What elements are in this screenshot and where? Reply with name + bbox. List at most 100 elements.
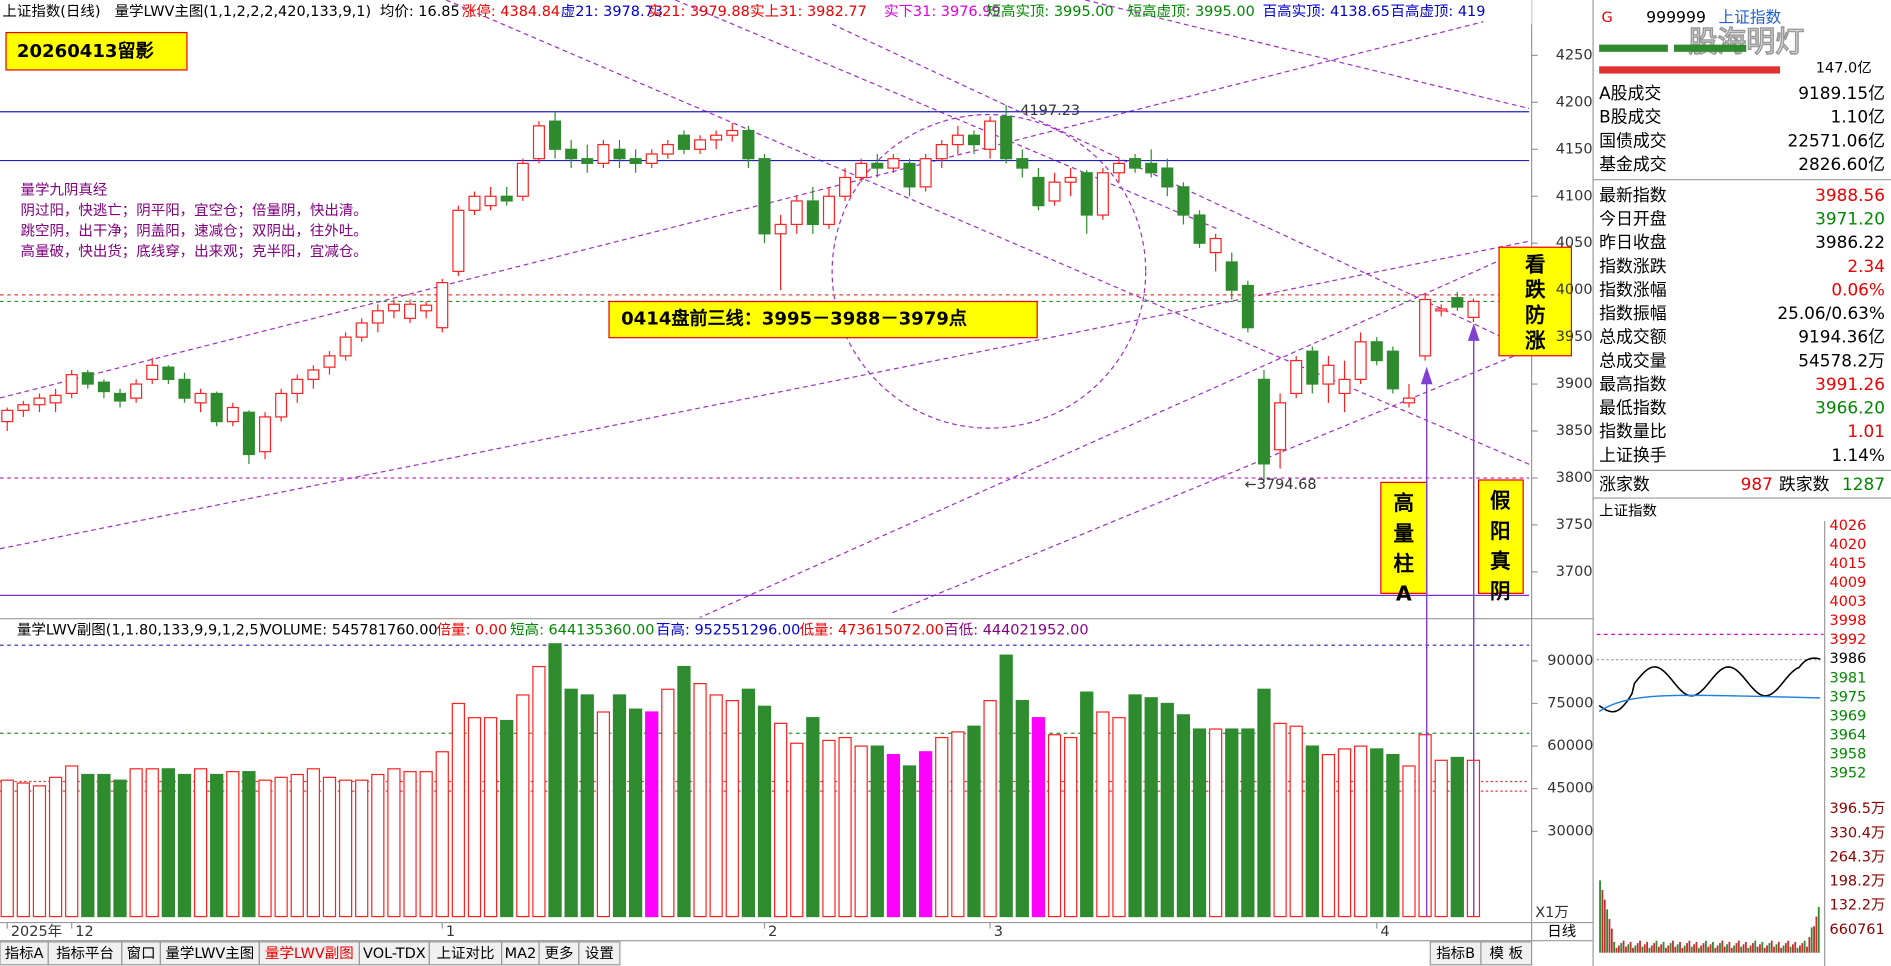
mini-price-line: [1598, 657, 1821, 713]
mini-price-tick: 4015: [1829, 556, 1866, 572]
volume-bar: [435, 751, 449, 918]
header-item: 实上31: 3982.77: [750, 3, 867, 20]
header-item: 实下31: 3976.99: [884, 3, 1001, 20]
decline: 1287: [1842, 474, 1885, 494]
mini-price-tick: 3998: [1829, 613, 1866, 629]
mini-vol-bar: [1756, 946, 1759, 953]
mini-vol-tick: 132.2万: [1829, 898, 1885, 914]
candle-body: [1080, 172, 1093, 216]
quote-value: 9189.15亿: [1798, 83, 1885, 103]
mini-vol-bar: [1719, 943, 1721, 953]
mini-vol-tick: 198.2万: [1829, 874, 1885, 890]
volume-bar: [548, 643, 562, 918]
candle-body: [677, 134, 690, 150]
candle-body: [967, 134, 980, 146]
header-item: 均价: 16.85: [380, 3, 460, 20]
candle-body: [1, 409, 14, 423]
volume-bar: [177, 773, 192, 918]
mini-vol-bar: [1782, 945, 1785, 953]
volume-bar: [338, 779, 353, 918]
volume-bar: [951, 731, 965, 918]
y-tick-label: 3800: [1556, 470, 1593, 486]
x-tick-label: 1: [446, 924, 455, 940]
high-volume-text: 高量柱 A: [1394, 491, 1415, 605]
volume-bar: [902, 765, 917, 918]
mini-vol-bar: [1712, 941, 1714, 953]
bar-red: [1599, 44, 1668, 52]
mini-vol-bar: [1672, 940, 1674, 953]
volume-bar: [1321, 754, 1336, 918]
volume-bar: [1192, 728, 1207, 918]
quote-value: 0.06%: [1831, 279, 1885, 299]
fake-yang-text: 假阳真阴: [1490, 489, 1511, 603]
header-item: 实21: 3979.88: [648, 3, 750, 20]
quote-label: B股成交: [1599, 107, 1661, 127]
mini-vol-bar: [1615, 947, 1618, 953]
candle-body: [323, 355, 336, 368]
note-title: 量学九阴真经: [21, 181, 108, 199]
volume-bar: [97, 773, 111, 918]
mini-vol-bar: [1674, 946, 1677, 953]
volume-tick-label: 45000: [1547, 781, 1593, 797]
mini-vol-bar: [1768, 943, 1771, 953]
mini-price-tick: 4026: [1829, 518, 1866, 534]
candle-body: [436, 282, 449, 329]
candle-body: [516, 162, 529, 197]
mini-vol-bar: [1730, 947, 1733, 953]
candle-body: [259, 416, 272, 453]
quote-label: 指数振幅: [1599, 303, 1667, 323]
tab-label: 上证对比: [437, 945, 495, 962]
volume-bar: [290, 773, 304, 918]
header-item: 短高实顶: 3995.00: [987, 3, 1114, 20]
mini-vol-bar: [1810, 927, 1813, 953]
candle-body: [839, 176, 852, 197]
mini-vol-bar: [1723, 946, 1726, 953]
volume-bar: [918, 751, 933, 918]
mini-vol-bar: [1733, 945, 1736, 953]
quote-label: 总成交量: [1599, 350, 1667, 370]
mini-vol-bar: [1686, 943, 1688, 953]
y-tick-label: 4000: [1556, 282, 1593, 298]
y-tick-label: 3900: [1556, 376, 1593, 392]
quote-label: 基金成交: [1599, 154, 1667, 174]
volume-header-item: 百高: 952551296.00: [656, 622, 800, 639]
mini-vol-bar: [1629, 941, 1632, 953]
volume-bar: [661, 688, 675, 918]
volume-bar: [81, 773, 95, 918]
tab-label: 指标平台: [56, 945, 114, 962]
volume-tick-label: 90000: [1547, 653, 1593, 669]
candle-body: [613, 148, 626, 160]
volume-bar: [467, 717, 482, 918]
candle-body: [871, 162, 884, 169]
volume-bar: [967, 725, 981, 918]
bar-green: [1673, 44, 1747, 52]
mini-vol-bar: [1660, 944, 1663, 953]
mini-vol-bar: [1770, 940, 1773, 953]
tab-label: 更多: [545, 945, 574, 962]
quote-code: 999999: [1646, 8, 1706, 27]
volume-bar: [645, 711, 659, 918]
tab-label: 量学LWV主图: [165, 945, 254, 962]
volume-bar: [1112, 717, 1126, 918]
volume-bar: [870, 745, 884, 918]
quote-value: 1.01: [1847, 421, 1885, 441]
mini-vol-bar: [1803, 940, 1806, 953]
day-line: 日线: [1547, 923, 1576, 940]
volume-bar: [193, 768, 208, 918]
candle-body: [1112, 162, 1125, 174]
volume-bar: [48, 776, 63, 918]
quote-label: 指数涨跌: [1599, 256, 1667, 276]
mini-vol-bar: [1683, 945, 1686, 953]
candle-body: [629, 158, 642, 164]
volume-bar: [725, 700, 739, 918]
mini-vol-bar: [1702, 943, 1705, 953]
quote-label: 最新指数: [1599, 185, 1667, 205]
volume-bar: [355, 779, 369, 918]
mini-vol-bar: [1646, 941, 1648, 953]
quote-name: 上证指数: [1719, 8, 1782, 27]
y-tick-label: 4100: [1556, 188, 1593, 204]
quote-value: 2.34: [1847, 256, 1885, 276]
header-item: 涨停: 4384.84: [462, 3, 560, 20]
